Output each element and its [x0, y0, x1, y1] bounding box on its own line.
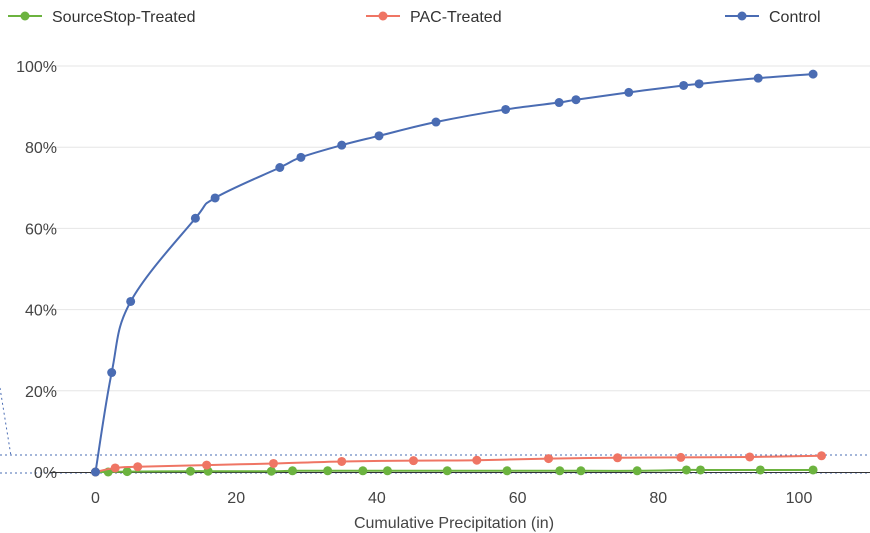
legend-label: Control [769, 9, 821, 26]
series-control [91, 69, 818, 477]
data-point[interactable] [679, 80, 689, 90]
x-tick-label: 100 [786, 490, 813, 507]
data-point[interactable] [185, 466, 195, 476]
data-point[interactable] [91, 467, 100, 477]
x-tick-label: 80 [649, 490, 667, 507]
data-point[interactable] [501, 104, 511, 114]
data-point[interactable] [287, 466, 297, 476]
data-point[interactable] [110, 463, 120, 473]
axes: 0% 20% 40% 60% 80% 100% 0 20 40 60 80 100 [16, 59, 870, 507]
data-point[interactable] [382, 466, 392, 476]
series-line [94, 73, 814, 473]
x-tick-label: 0 [91, 490, 100, 507]
data-point[interactable] [323, 466, 333, 476]
data-point[interactable] [755, 465, 765, 475]
legend-item[interactable]: SourceStop-Treated [8, 9, 195, 26]
data-point[interactable] [190, 213, 200, 223]
series-layer [91, 69, 827, 477]
data-point[interactable] [472, 455, 482, 465]
legend-swatch-marker [20, 11, 30, 21]
legend: SourceStop-Treated PAC-Treated Control [8, 9, 821, 26]
data-point[interactable] [202, 460, 212, 470]
y-tick-label: 20% [25, 384, 57, 401]
series-sourcestop-treated [91, 465, 818, 477]
data-point[interactable] [122, 467, 132, 477]
y-tick-label: 40% [25, 303, 57, 320]
x-tick-label: 60 [509, 490, 527, 507]
data-point[interactable] [133, 462, 143, 472]
legend-label: PAC-Treated [410, 9, 502, 26]
data-point[interactable] [808, 465, 818, 475]
data-point[interactable] [817, 451, 827, 461]
legend-item[interactable]: PAC-Treated [366, 9, 502, 26]
data-point[interactable] [337, 140, 347, 150]
data-point[interactable] [374, 131, 384, 141]
data-point[interactable] [275, 163, 285, 172]
legend-label: SourceStop-Treated [52, 9, 195, 26]
data-point[interactable] [571, 95, 581, 105]
y-tick-label: 60% [25, 221, 57, 238]
data-point[interactable] [576, 466, 586, 476]
data-point[interactable] [126, 296, 136, 306]
data-point[interactable] [745, 452, 755, 462]
data-point[interactable] [624, 87, 634, 97]
data-point[interactable] [676, 452, 686, 462]
data-point[interactable] [107, 368, 117, 378]
data-point[interactable] [268, 458, 278, 468]
data-point[interactable] [681, 465, 691, 475]
series-line [95, 468, 814, 474]
data-point[interactable] [502, 466, 512, 476]
x-tick-label: 20 [227, 490, 245, 507]
data-point[interactable] [555, 466, 565, 476]
series-pac-treated [91, 451, 827, 477]
data-point[interactable] [266, 466, 276, 476]
y-tick-label: 80% [25, 140, 57, 157]
data-point[interactable] [632, 466, 642, 476]
legend-item[interactable]: Control [725, 9, 821, 26]
data-point[interactable] [696, 465, 706, 475]
data-point[interactable] [554, 98, 564, 108]
x-axis-title: Cumulative Precipitation (in) [354, 515, 554, 532]
y-tick-label: 100% [16, 59, 57, 76]
data-point[interactable] [296, 152, 306, 162]
data-point[interactable] [808, 69, 818, 79]
data-point[interactable] [544, 454, 554, 464]
data-point[interactable] [210, 193, 220, 203]
data-point[interactable] [442, 466, 452, 476]
grid-lines [50, 65, 870, 392]
y-tick-label: 0% [34, 465, 57, 482]
data-point[interactable] [431, 117, 441, 127]
data-point[interactable] [408, 456, 418, 466]
data-point[interactable] [694, 79, 704, 89]
data-point[interactable] [753, 73, 763, 83]
legend-swatch-marker [737, 11, 747, 21]
data-point[interactable] [612, 453, 622, 463]
legend-swatch-marker [378, 11, 388, 21]
x-tick-label: 40 [368, 490, 386, 507]
data-point[interactable] [337, 456, 347, 466]
data-point[interactable] [358, 466, 368, 476]
